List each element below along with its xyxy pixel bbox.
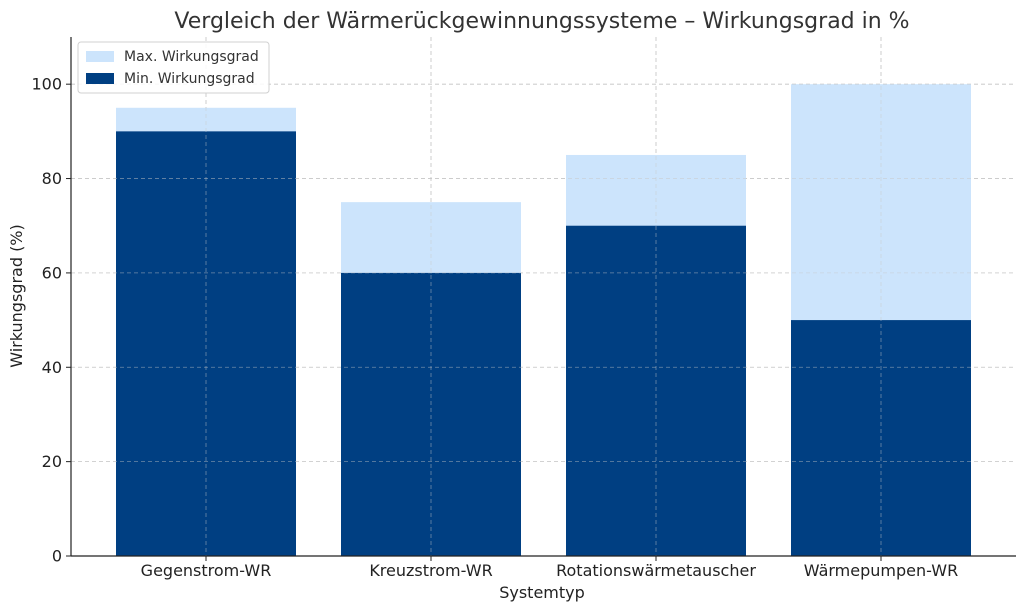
y-tick-label: 20 — [42, 452, 62, 471]
y-tick-label: 40 — [42, 358, 62, 377]
x-tick-label: Gegenstrom-WR — [141, 561, 272, 580]
x-axis-label: Systemtyp — [499, 583, 585, 602]
legend-swatch — [86, 73, 114, 84]
legend-box — [77, 41, 270, 94]
chart-title: Vergleich der Wärmerückgewinnungssysteme… — [174, 9, 909, 34]
bars-layer — [71, 37, 1016, 557]
axes-layer: 0 20 40 60 80 100 Gegenstrom-WR Kreuzstrom-WR Ro… — [31, 37, 1016, 580]
y-tick-label: 0 — [52, 547, 62, 566]
x-tick-label: Rotationswärmetauscher — [556, 561, 756, 580]
x-tick-label: Wärmepumpen-WR — [804, 561, 958, 580]
legend-label: Min. Wirkungsgrad — [124, 71, 255, 87]
y-tick-label: 100 — [31, 75, 62, 94]
legend: Max. Wirkungsgrad Min. Wirkungsgrad — [77, 41, 270, 94]
y-tick-label: 60 — [42, 263, 62, 282]
legend-label: Max. Wirkungsgrad — [124, 49, 259, 65]
x-tick-label: Kreuzstrom-WR — [369, 561, 492, 580]
y-tick-label: 80 — [42, 169, 62, 188]
legend-swatch — [86, 51, 114, 62]
y-axis-label: Wirkungsgrad (%) — [7, 224, 26, 368]
